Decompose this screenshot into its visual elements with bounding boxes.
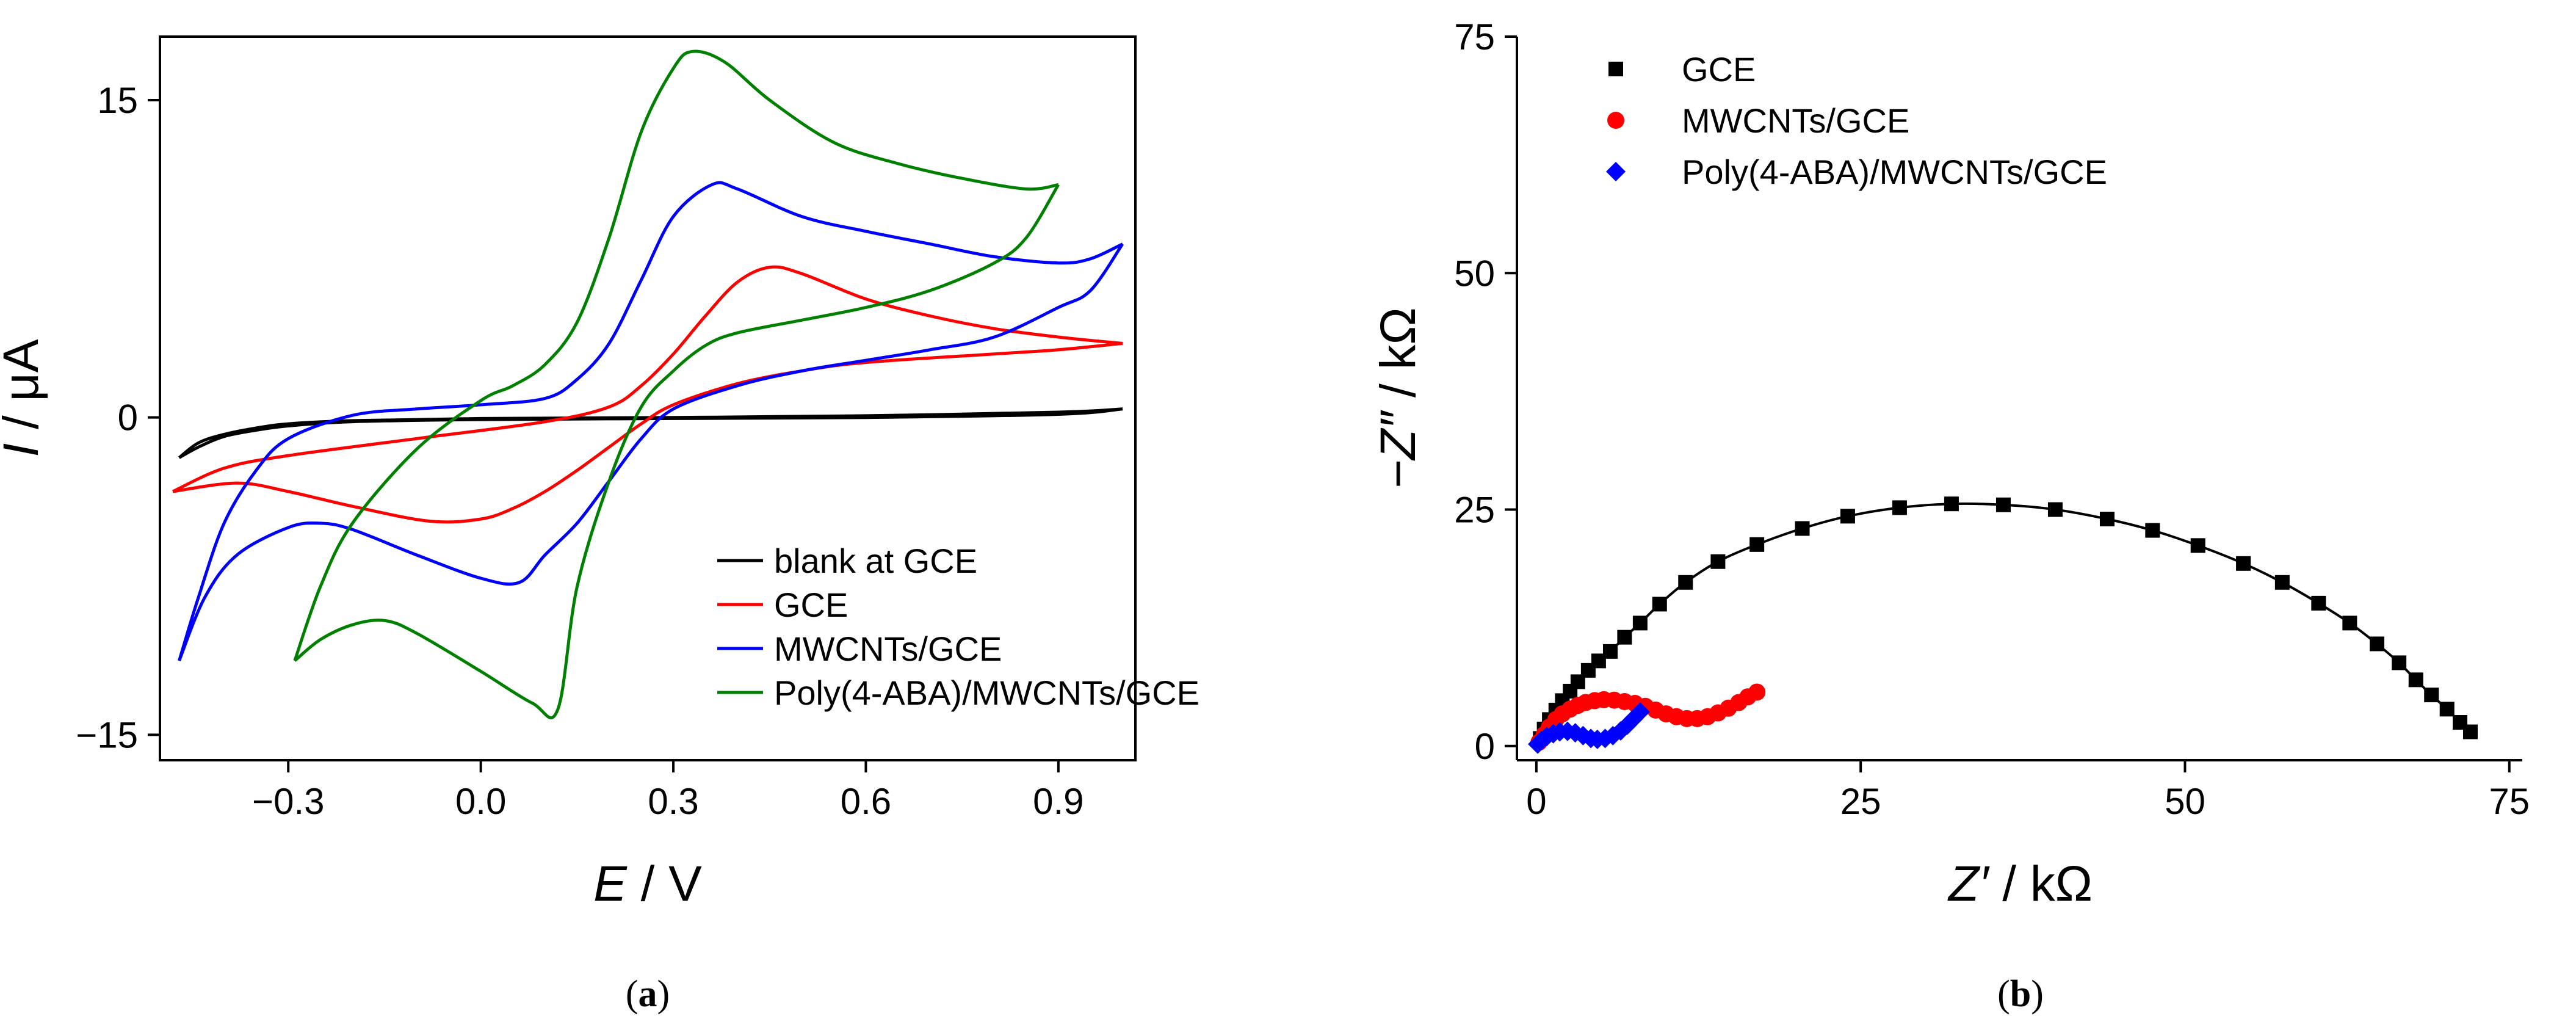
nyquist-legend: GCE MWCNTs/GCE Poly(4-ABA)/MWCNTs/GCE: [1606, 50, 2107, 191]
cv-line-poly-reverse: [294, 184, 1060, 719]
nyquist-x-tick-label: 0: [1526, 781, 1546, 822]
cv-legend: blank at GCE GCE MWCNTs/GCE Poly(4-ABA)/…: [717, 542, 1199, 712]
cv-line-mwcnts-forward: [178, 181, 1124, 661]
cv-y-tick-label: 15: [97, 80, 138, 121]
cv-x-tick-label: 0.3: [648, 781, 698, 822]
cv-series: [172, 49, 1124, 719]
nyquist-point-gce: [1840, 509, 1855, 524]
nyquist-point-gce: [2342, 615, 2357, 631]
nyquist-point-gce: [2274, 575, 2290, 590]
cv-chart: −0.3 0.0 0.3 0.6 0.9 −15 0 15 E / V I / μA blan…: [0, 35, 1199, 1015]
nyquist-y-tick-label: 50: [1454, 253, 1495, 294]
nyquist-point-gce: [2369, 636, 2384, 652]
nyquist-point-gce: [2424, 688, 2439, 703]
nyquist-point-gce: [2236, 556, 2251, 571]
nyquist-x-axis-label: Z′ / kΩ: [1947, 856, 2093, 912]
cv-x-tick-label: 0.9: [1033, 781, 1084, 822]
nyquist-point-gce: [1795, 521, 1810, 536]
nyquist-x-tick-label: 75: [2489, 781, 2530, 822]
cv-legend-label-gce: GCE: [774, 586, 848, 624]
nyquist-point-gce: [1892, 500, 1907, 515]
cv-line-gce-reverse: [172, 341, 1123, 524]
nyquist-point-gce: [1710, 554, 1726, 569]
cv-legend-label-poly: Poly(4-ABA)/MWCNTs/GCE: [774, 674, 1199, 712]
cv-line-blank-reverse: [178, 407, 1123, 459]
cv-x-tick-label: −0.3: [252, 781, 324, 822]
nyquist-point-gce: [1603, 644, 1618, 659]
nyquist-fit-line-gce: [1539, 502, 2472, 739]
cv-x-axis-label: E / V: [593, 856, 702, 912]
cv-ticks: −0.3 0.0 0.3 0.6 0.9 −15 0 15: [76, 80, 1084, 822]
nyquist-y-tick-label: 75: [1454, 16, 1495, 57]
nyquist-point-gce: [1652, 597, 1667, 612]
nyquist-point-gce: [1995, 497, 2011, 512]
cv-y-tick-label: 0: [118, 398, 138, 438]
nyquist-point-gce: [2462, 724, 2478, 739]
nyquist-point-gce: [1749, 537, 1765, 552]
nyquist-legend-label-gce: GCE: [1682, 50, 1756, 89]
panel-a-label: (a): [626, 973, 670, 1015]
nyquist-point-gce: [2439, 702, 2455, 717]
panel-b-label: (b): [1997, 973, 2044, 1015]
nyquist-chart: 0 25 50 75 0 25 50 75 Z′ / kΩ −Z″ / kΩ GCE MWCN…: [1370, 16, 2530, 1015]
nyquist-point-gce: [1678, 575, 1693, 590]
nyquist-x-tick-label: 25: [1840, 781, 1881, 822]
nyquist-legend-marker-mwcnts: [1607, 112, 1624, 129]
nyquist-point-mwcnts: [1748, 683, 1766, 701]
cv-line-gce-forward: [172, 265, 1123, 493]
nyquist-y-tick-label: 25: [1454, 490, 1495, 531]
nyquist-point-gce: [2099, 512, 2115, 526]
nyquist-point-gce: [2145, 523, 2160, 538]
nyquist-legend-marker-gce: [1608, 62, 1623, 76]
cv-legend-label-blank: blank at GCE: [774, 542, 977, 580]
nyquist-series: [1528, 496, 2478, 754]
nyquist-point-gce: [2190, 538, 2205, 553]
nyquist-point-gce: [1617, 630, 1632, 645]
nyquist-ticks: 0 25 50 75 0 25 50 75: [1454, 16, 2530, 822]
nyquist-point-gce: [1632, 615, 1648, 631]
cv-x-tick-label: 0.0: [455, 781, 506, 822]
nyquist-point-poly: [1630, 702, 1650, 722]
nyquist-legend-marker-poly: [1606, 162, 1626, 181]
nyquist-x-tick-label: 50: [2165, 781, 2205, 822]
nyquist-legend-label-poly: Poly(4-ABA)/MWCNTs/GCE: [1682, 153, 2107, 191]
nyquist-legend-label-mwcnts: MWCNTs/GCE: [1682, 101, 1909, 140]
nyquist-point-gce: [2047, 502, 2063, 517]
cv-y-axis-label: I / μA: [0, 339, 49, 457]
cv-line-mwcnts-reverse: [178, 243, 1124, 662]
nyquist-point-gce: [2392, 655, 2407, 670]
cv-x-tick-label: 0.6: [841, 781, 891, 822]
cv-line-poly-forward: [293, 49, 1059, 661]
cv-legend-label-mwcnts: MWCNTs/GCE: [774, 630, 1002, 668]
cv-plot-frame: [159, 35, 1137, 761]
nyquist-y-axis-label: −Z″ / kΩ: [1370, 307, 1426, 489]
nyquist-point-gce: [2311, 595, 2326, 611]
cv-y-tick-label: −15: [76, 714, 138, 755]
nyquist-point-gce: [1944, 496, 1959, 512]
nyquist-point-gce: [2408, 672, 2423, 688]
nyquist-y-tick-label: 0: [1475, 726, 1495, 767]
